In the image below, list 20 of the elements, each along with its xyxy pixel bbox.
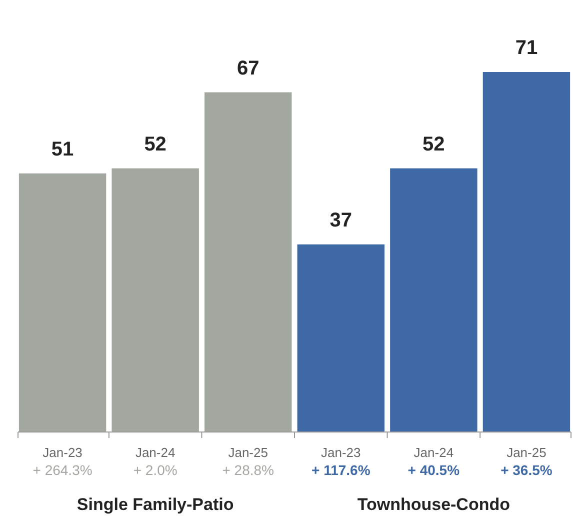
data-label: 67 xyxy=(236,57,260,80)
text: Townhouse-Condo xyxy=(357,495,510,514)
data-label: 71 xyxy=(515,37,538,59)
data-label: 37 xyxy=(330,209,352,232)
data-label: 52 xyxy=(422,133,445,156)
x-tick-label: Jan-23 + 117.6% xyxy=(312,445,371,478)
bar xyxy=(204,92,292,432)
bar xyxy=(482,72,570,432)
x-tick-label: Jan-24 + 40.5% xyxy=(408,445,460,478)
x-tick-label: Jan-25 + 28.8% xyxy=(222,445,274,478)
x-tick-label: Jan-25 + 36.5% xyxy=(500,445,553,478)
x-tick-label: Jan-24 + 2.0% xyxy=(133,445,178,478)
data-label: 51 xyxy=(51,138,74,160)
bar xyxy=(112,168,199,432)
x-tick-label: Jan-23 + 264.3% xyxy=(32,445,92,478)
bar xyxy=(390,168,478,432)
bar xyxy=(18,173,106,432)
bar xyxy=(297,244,384,432)
text: Single Family-Patio xyxy=(76,495,234,514)
data-label: 52 xyxy=(144,133,166,156)
